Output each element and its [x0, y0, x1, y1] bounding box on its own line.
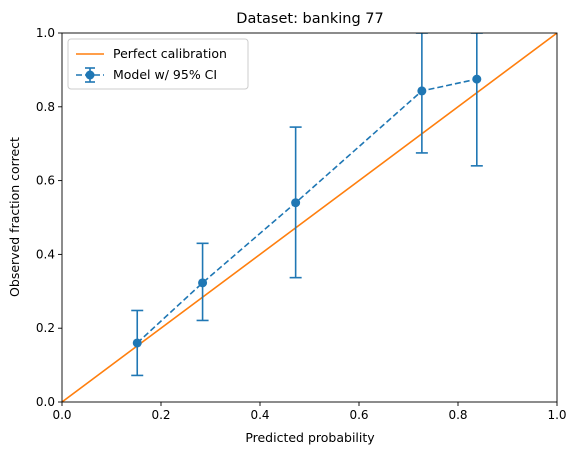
legend-label-model: Model w/ 95% CI	[113, 67, 217, 82]
x-tick-label: 0.8	[448, 408, 467, 422]
x-tick-label: 0.2	[151, 408, 170, 422]
y-tick-label: 1.0	[36, 26, 55, 40]
x-axis-label: Predicted probability	[245, 430, 375, 445]
data-point	[291, 198, 301, 208]
data-point	[132, 338, 142, 348]
plot-frame	[61, 32, 558, 403]
x-tick-label: 0.4	[250, 408, 269, 422]
y-tick-label: 0.0	[36, 395, 55, 409]
axes: 0.0 0.2 0.4 0.6 0.8 1.0 0.0 0.2 0.4 0.6 0.8 1.0	[36, 26, 567, 422]
legend-label-perfect: Perfect calibration	[113, 46, 227, 61]
y-tick-label: 0.2	[36, 321, 55, 335]
plot-area	[62, 33, 557, 402]
model-calibration-line	[136, 78, 477, 344]
chart-title: Dataset: banking 77	[236, 11, 383, 27]
x-tick-label: 0.0	[52, 408, 71, 422]
x-tick-label: 1.0	[547, 408, 566, 422]
legend-swatch-marker	[85, 70, 95, 80]
data-point	[472, 74, 482, 84]
data-point	[417, 86, 427, 96]
data-point	[198, 278, 208, 288]
y-axis-label: Observed fraction correct	[7, 137, 22, 297]
y-tick-label: 0.4	[36, 247, 55, 261]
legend-box	[67, 38, 249, 90]
x-tick-label: 0.6	[349, 408, 368, 422]
y-tick-label: 0.6	[36, 174, 55, 188]
y-tick-label: 0.8	[36, 100, 55, 114]
legend: Perfect calibration Model w/ 95% CI	[67, 38, 249, 90]
perfect-calibration-line	[62, 33, 557, 402]
